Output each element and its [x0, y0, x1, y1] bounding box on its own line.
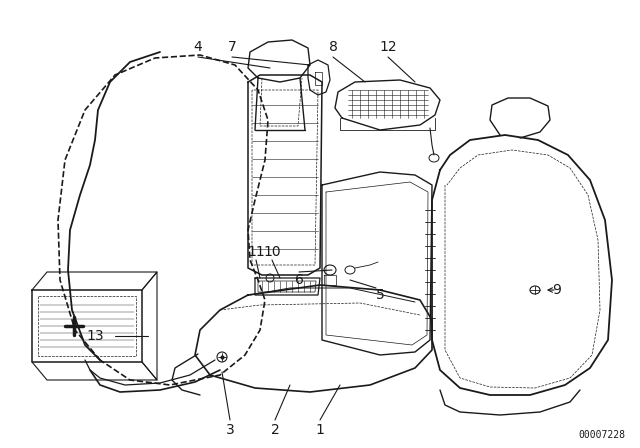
Text: 2: 2 — [271, 423, 280, 437]
Text: 12: 12 — [379, 40, 397, 54]
Text: 11: 11 — [247, 245, 265, 259]
Text: 13: 13 — [86, 329, 104, 343]
Text: 8: 8 — [328, 40, 337, 54]
Text: 10: 10 — [263, 245, 281, 259]
Text: 1: 1 — [316, 423, 324, 437]
Text: 9: 9 — [552, 283, 561, 297]
Text: 00007228: 00007228 — [578, 430, 625, 440]
Text: 4: 4 — [194, 40, 202, 54]
Text: 6: 6 — [294, 273, 303, 287]
Text: 5: 5 — [376, 288, 385, 302]
Text: 7: 7 — [228, 40, 236, 54]
Text: 3: 3 — [226, 423, 234, 437]
